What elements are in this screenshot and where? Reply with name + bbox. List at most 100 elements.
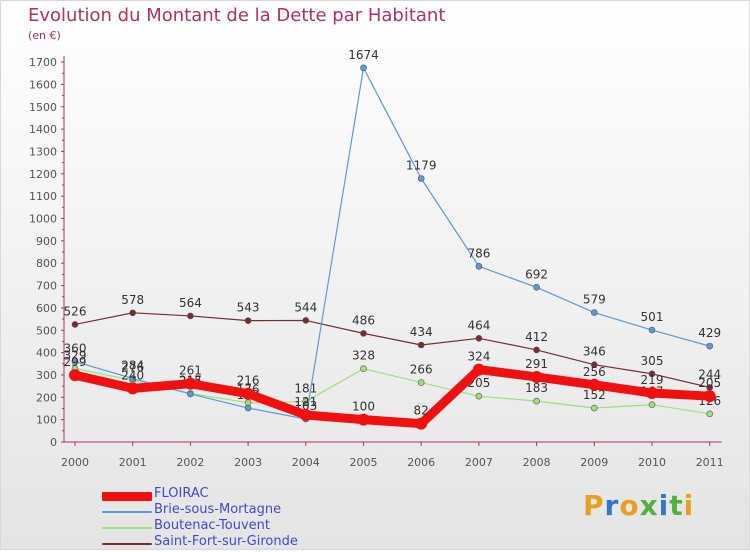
x-tick-label-2001: 2001 [119,456,147,469]
point-brie-sous-mortagne-2000 [71,358,79,365]
point-saint-fort-sur-gironde-2000 [71,321,79,328]
series-line-saint-fort-sur-gironde [74,312,711,389]
x-tick-label-2005: 2005 [350,456,378,469]
x-tick-label-2011: 2011 [696,456,724,469]
point-brie-sous-mortagne-2002 [187,390,194,398]
point-brie-sous-mortagne-2011 [706,342,714,350]
y-tick-label-0: 0 [50,436,57,449]
data-label-floirac-2001: 240 [121,368,144,382]
data-label-brie-sous-mortagne-2007: 786 [467,246,490,260]
chart-title: Evolution du Montant de la Dette par Hab… [28,5,446,26]
point-floirac-2007 [472,363,485,376]
data-label-boutenac-touvent-2005: 328 [352,349,375,363]
point-boutenac-touvent-2007 [475,392,483,400]
data-label-saint-fort-sur-gironde-2002: 564 [179,296,202,310]
point-boutenac-touvent-2011 [706,410,714,418]
data-label-floirac-2006: 82 [414,404,429,418]
data-label-saint-fort-sur-gironde-2008: 412 [525,330,548,344]
point-boutenac-touvent-2006 [417,379,425,386]
point-brie-sous-mortagne-2007 [475,263,483,270]
legend-swatch-floirac [102,492,152,501]
data-label-saint-fort-sur-gironde-2003: 543 [237,301,260,315]
data-label-saint-fort-sur-gironde-2004: 544 [294,300,317,314]
x-tick-label-2010: 2010 [638,456,666,469]
y-tick-label-1200: 1200 [29,168,57,181]
point-saint-fort-sur-gironde-2008 [533,346,540,354]
data-label-saint-fort-sur-gironde-2010: 305 [641,354,664,368]
data-label-brie-sous-mortagne-2010: 501 [641,310,664,324]
point-floirac-2011 [703,390,716,403]
data-label-floirac-2011: 205 [698,376,721,390]
point-saint-fort-sur-gironde-2009 [590,361,598,368]
legend-label-boutenac-touvent: Boutenac-Touvent [154,518,271,533]
data-label-floirac-2000: 299 [64,355,87,369]
point-brie-sous-mortagne-2003 [244,404,252,412]
point-boutenac-touvent-2009 [590,404,598,412]
point-saint-fort-sur-gironde-2002 [187,312,194,320]
data-label-boutenac-touvent-2000: 329 [64,348,87,362]
x-tick-label-2009: 2009 [580,456,608,469]
legend-label-brie-sous-mortagne: Brie-sous-Mortagne [154,502,282,517]
data-label-saint-fort-sur-gironde-2001: 578 [121,293,144,307]
data-label-brie-sous-mortagne-2000: 360 [64,342,87,356]
point-saint-fort-sur-gironde-2010 [648,370,656,378]
point-brie-sous-mortagne-2009 [590,309,598,316]
point-brie-sous-mortagne-2001 [129,375,136,382]
point-brie-sous-mortagne-2006 [417,175,425,182]
point-boutenac-touvent-2005 [360,365,367,372]
x-tick-label-2007: 2007 [465,456,493,469]
y-tick-label-900: 900 [36,235,57,248]
data-label-boutenac-touvent-2004: 181 [294,382,317,396]
y-tick-label-1500: 1500 [29,101,57,114]
data-label-floirac-2003: 216 [237,374,260,388]
legend-swatch-saint-fort-sur-gironde [102,543,152,545]
data-label-brie-sous-mortagne-2011: 429 [698,326,721,340]
data-label-saint-fort-sur-gironde-2011: 244 [698,367,721,381]
x-tick-label-2006: 2006 [407,456,435,469]
data-label-boutenac-touvent-2006: 266 [410,363,433,377]
x-tick-label-2003: 2003 [234,456,262,469]
point-brie-sous-mortagne-2005 [360,64,367,72]
y-tick-label-400: 400 [36,347,57,360]
y-tick-label-1000: 1000 [29,213,57,226]
y-tick-label-1100: 1100 [29,190,57,203]
series-line-brie-sous-mortagne [74,67,711,420]
point-floirac-2002 [184,377,197,390]
point-floirac-2005 [357,413,370,426]
data-label-brie-sous-mortagne-2008: 692 [525,267,548,281]
y-tick-label-600: 600 [36,302,57,315]
legend-swatch-brie-sous-mortagne [102,511,152,513]
point-brie-sous-mortagne-2010 [648,326,656,334]
data-label-saint-fort-sur-gironde-2006: 434 [410,325,433,339]
data-label-saint-fort-sur-gironde-2000: 526 [64,304,87,318]
point-floirac-2004 [299,408,312,421]
y-tick-label-100: 100 [36,414,57,427]
x-tick-label-2000: 2000 [61,456,89,469]
y-tick-label-800: 800 [36,257,57,270]
data-label-floirac-2007: 324 [467,350,490,364]
data-label-floirac-2005: 100 [352,400,375,414]
data-label-floirac-2004: 121 [294,395,317,409]
data-label-saint-fort-sur-gironde-2007: 464 [467,318,490,332]
y-tick-label-500: 500 [36,324,57,337]
data-label-boutenac-touvent-2009: 152 [583,388,606,402]
y-tick-label-200: 200 [36,391,57,404]
data-label-brie-sous-mortagne-2001: 284 [121,359,144,373]
data-label-brie-sous-mortagne-2006: 1179 [406,158,437,172]
point-saint-fort-sur-gironde-2004 [302,317,310,324]
data-label-brie-sous-mortagne-2005: 1674 [348,48,379,62]
x-tick-label-2002: 2002 [176,456,204,469]
y-tick-label-1700: 1700 [29,56,57,69]
data-label-floirac-2009: 256 [583,365,606,379]
data-label-saint-fort-sur-gironde-2005: 486 [352,313,375,327]
point-saint-fort-sur-gironde-2005 [360,330,367,337]
series-line-floirac [70,365,715,429]
proxiti-logo: Proxiti [583,489,695,522]
point-floirac-2008 [530,370,543,383]
point-floirac-2003 [242,387,255,400]
data-label-brie-sous-mortagne-2009: 579 [583,293,606,307]
point-saint-fort-sur-gironde-2001 [129,309,136,317]
x-tick-label-2008: 2008 [523,456,551,469]
